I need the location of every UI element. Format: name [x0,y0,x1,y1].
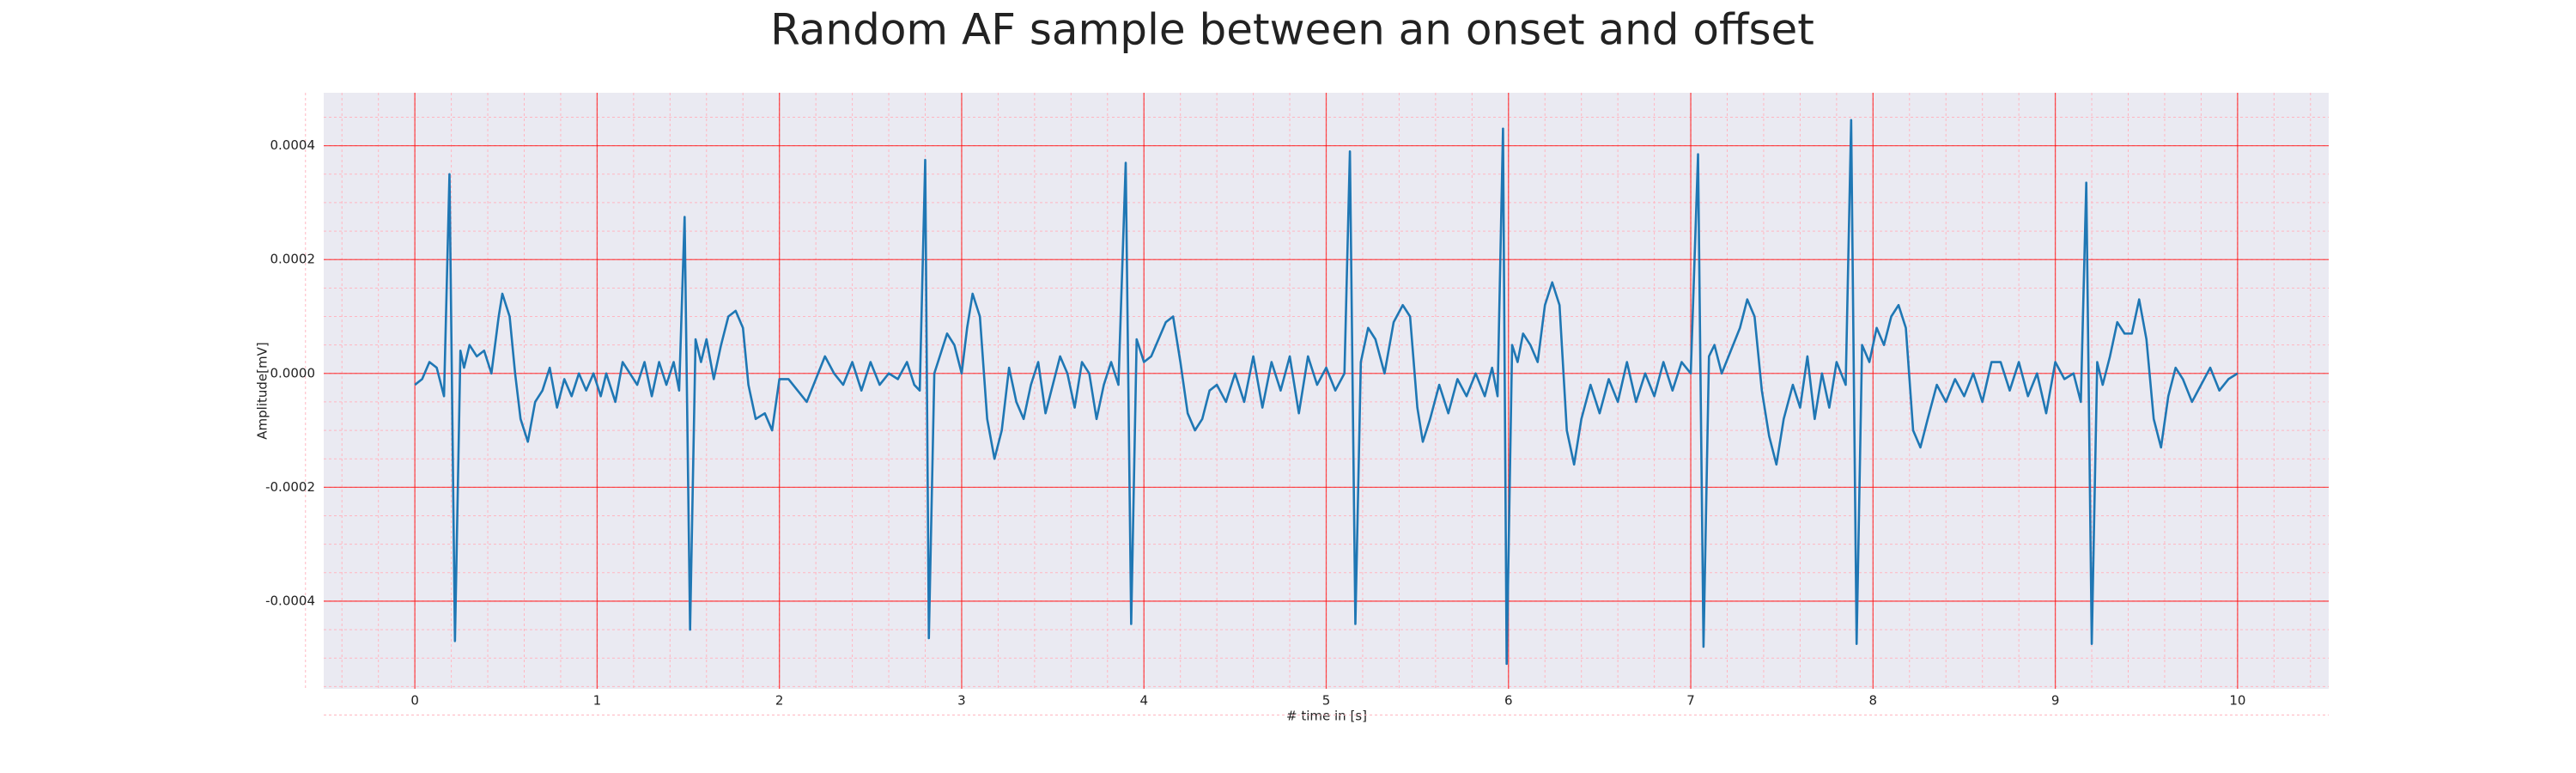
chart-title: Random AF sample between an onset and of… [770,5,1814,55]
y-tick-label: -0.0004 [265,593,315,608]
x-axis-label: # time in [s] [1286,709,1367,724]
x-tick-label: 0 [410,693,419,709]
y-tick-label: 0.0000 [270,365,316,380]
x-tick-label: 3 [957,693,966,709]
x-tick-label: 10 [2229,693,2245,709]
x-tick-label: 5 [1322,693,1331,709]
y-tick-label: 0.0002 [270,252,316,267]
y-axis-label: Amplitude[mV] [255,342,270,439]
x-tick-label: 9 [2051,693,2060,709]
x-tick-label: 8 [1869,693,1878,709]
y-tick-label: 0.0004 [270,137,316,153]
x-tick-label: 2 [775,693,784,709]
data-line [414,119,2239,666]
y-tick-label: -0.0002 [265,479,315,495]
x-tick-label: 4 [1139,693,1148,709]
x-tick-label: 7 [1686,693,1695,709]
x-tick-label: 6 [1504,693,1513,709]
x-tick-label: 1 [593,693,602,709]
